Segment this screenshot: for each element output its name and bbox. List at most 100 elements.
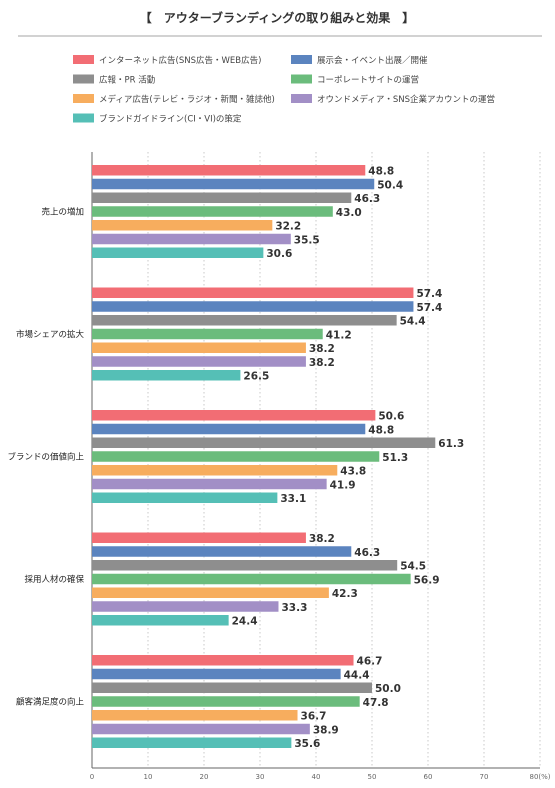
bar-1-6: [92, 233, 291, 245]
value-label-4-3: 54.5: [400, 561, 426, 573]
value-label-5-1: 46.7: [357, 656, 383, 668]
legend-swatch-2: [291, 55, 312, 64]
bar-4-5: [92, 587, 329, 598]
value-label-5-3: 50.0: [375, 683, 401, 695]
value-label-3-4: 51.3: [382, 452, 408, 464]
value-label-2-3: 54.4: [400, 316, 426, 328]
value-label-5-4: 47.8: [363, 697, 389, 709]
legend-label-2: 展示会・イベント出展／開催: [317, 55, 428, 66]
value-label-1-4: 43.0: [336, 207, 362, 219]
legend-swatch-5: [73, 94, 94, 103]
legend-swatch-7: [73, 113, 94, 123]
legend-swatch-4: [291, 74, 312, 84]
category-label-5: 顧客満足度の向上: [16, 697, 85, 708]
value-label-3-2: 48.8: [368, 424, 394, 436]
x-tick-label-7: 70: [480, 773, 489, 781]
bar-3-5: [92, 465, 338, 476]
bar-5-5: [92, 710, 298, 721]
legend-label-3: 広報・PR 活動: [99, 75, 155, 86]
value-label-1-3: 46.3: [354, 193, 380, 205]
legend-swatch-1: [73, 55, 94, 64]
x-tick-label-5: 50: [368, 773, 377, 781]
legend-swatch-3: [73, 74, 94, 84]
value-label-1-7: 30.6: [266, 248, 292, 260]
legend-label-7: ブランドガイドライン(CI・VI)の策定: [99, 114, 242, 125]
x-tick-label-0: 0: [90, 773, 94, 781]
bar-4-7: [92, 615, 229, 626]
bar-4-4: [92, 573, 411, 585]
value-label-3-1: 50.6: [378, 411, 404, 423]
legend-label-4: コーポレートサイトの運営: [317, 75, 419, 86]
value-label-2-4: 41.2: [326, 329, 352, 341]
bar-4-6: [92, 601, 279, 612]
bar-2-3: [92, 315, 397, 326]
value-label-3-6: 41.9: [330, 479, 356, 491]
bar-4-3: [92, 560, 398, 571]
value-label-4-7: 24.4: [232, 616, 258, 628]
x-tick-label-6: 60: [424, 773, 433, 781]
bar-5-6: [92, 723, 310, 735]
bar-2-4: [92, 328, 323, 340]
value-label-2-2: 57.4: [416, 302, 442, 314]
bar-3-2: [92, 423, 366, 435]
bar-1-1: [92, 165, 366, 176]
value-label-1-5: 32.2: [275, 221, 301, 233]
chart-title: 【 アウターブランディングの取り組みと効果 】: [140, 10, 414, 25]
bar-3-4: [92, 451, 380, 462]
x-tick-label-4: 40: [312, 773, 321, 781]
value-label-2-5: 38.2: [309, 343, 335, 355]
x-tick-label-2: 20: [200, 773, 209, 781]
bar-1-2: [92, 178, 375, 190]
value-label-1-6: 35.5: [294, 234, 320, 246]
bar-3-7: [92, 492, 278, 503]
bar-4-1: [92, 532, 306, 543]
bar-2-1: [92, 287, 414, 298]
x-tick-label-3: 30: [256, 773, 265, 781]
bar-1-7: [92, 247, 264, 258]
value-label-4-6: 33.3: [281, 602, 307, 614]
category-label-4: 採用人材の確保: [24, 574, 84, 585]
value-label-2-6: 38.2: [309, 357, 335, 369]
bar-1-5: [92, 220, 273, 231]
bar-2-5: [92, 342, 306, 353]
value-label-5-5: 36.7: [301, 711, 327, 723]
value-label-2-1: 57.4: [416, 288, 442, 300]
legend-swatch-6: [291, 94, 312, 103]
category-label-3: ブランドの価値向上: [7, 452, 84, 463]
bar-5-1: [92, 655, 354, 666]
bar-4-2: [92, 546, 352, 557]
value-label-2-7: 26.5: [243, 371, 269, 383]
value-label-4-2: 46.3: [354, 547, 380, 559]
bar-5-4: [92, 696, 360, 707]
value-label-3-5: 43.8: [340, 466, 366, 478]
x-tick-label-8: 80(%): [529, 773, 550, 781]
value-label-4-4: 56.9: [414, 574, 440, 586]
bar-1-3: [92, 192, 352, 203]
value-label-5-6: 38.9: [313, 724, 339, 736]
category-label-2: 市場シェアの拡大: [16, 329, 85, 340]
legend: インターネット広告(SNS広告・WEB広告) 展示会・イベント出展／開催広報・PR…: [73, 55, 495, 125]
legend-label-5: メディア広告(テレビ・ラジオ・新聞・雑誌他): [99, 94, 275, 105]
value-label-4-5: 42.3: [332, 588, 358, 600]
category-label-1: 売上の増加: [41, 207, 84, 218]
value-label-1-2: 50.4: [377, 179, 403, 191]
bar-2-6: [92, 356, 306, 367]
value-label-3-7: 33.1: [280, 493, 306, 505]
bar-5-2: [92, 668, 341, 680]
value-label-5-7: 35.6: [294, 738, 320, 750]
bar-3-1: [92, 410, 376, 421]
legend-label-6: オウンドメディア・SNS企業アカウントの運営: [317, 94, 495, 105]
bar-1-4: [92, 206, 333, 217]
value-label-3-3: 61.3: [438, 438, 464, 450]
bar-3-6: [92, 478, 327, 490]
bar-2-2: [92, 301, 414, 312]
legend-label-1: インターネット広告(SNS広告・WEB広告): [99, 55, 261, 66]
bar-2-7: [92, 370, 241, 381]
bar-3-3: [92, 437, 436, 448]
bar-5-3: [92, 682, 372, 693]
bar-5-7: [92, 737, 292, 748]
value-label-5-2: 44.4: [344, 669, 370, 681]
plot-area: 0 10 20 30 40 50 60 70 80(%)売上の増加48.850.446.343.…: [7, 152, 551, 781]
